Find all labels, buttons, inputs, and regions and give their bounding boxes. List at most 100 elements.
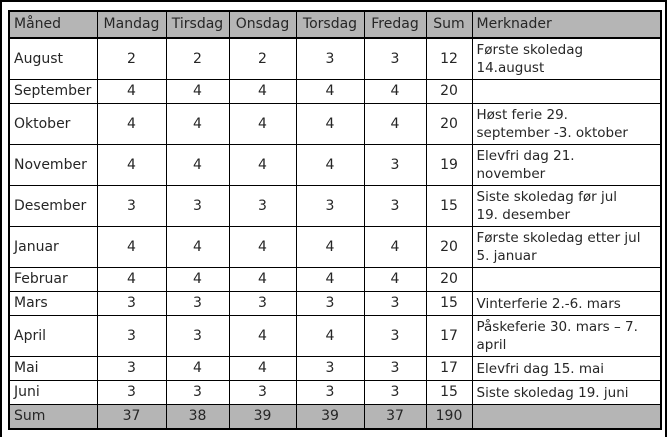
col-header-tirsdag: Tirsdag <box>165 10 230 39</box>
month-row: Juni 3 3 3 3 3 15 Siste skoledag 19. jun… <box>8 380 662 405</box>
fredag-cell: 3 <box>363 291 427 316</box>
month-row: Mars 3 3 3 3 3 15 Vinterferie 2.-6. mars <box>8 291 662 316</box>
mandag-cell: 3 <box>96 315 167 357</box>
tirsdag-cell: 3 <box>165 185 230 227</box>
onsdag-cell: 4 <box>228 144 297 186</box>
onsdag-cell: 4 <box>228 356 297 381</box>
mandag-cell: 3 <box>96 291 167 316</box>
tirsdag-cell: 4 <box>165 356 230 381</box>
month-cell: November <box>8 144 98 186</box>
merknad-cell: Første skoledag etter jul 5. januar <box>471 226 662 268</box>
fredag-cell: 4 <box>363 79 427 104</box>
torsdag-cell: 4 <box>295 267 365 292</box>
sum-row-tirsdag-cell: 38 <box>165 404 230 430</box>
month-row: Mai 3 4 4 3 3 17 Elevfri dag 15. mai <box>8 356 662 381</box>
onsdag-cell: 3 <box>228 380 297 405</box>
merknad-cell: Elevfri dag 15. mai <box>471 356 662 381</box>
month-cell: September <box>8 79 98 104</box>
mandag-cell: 3 <box>96 356 167 381</box>
sum-row: Sum 37 38 39 39 37 190 <box>8 404 662 430</box>
mandag-cell: 3 <box>96 380 167 405</box>
tirsdag-cell: 4 <box>165 79 230 104</box>
month-row: April 3 3 4 4 3 17 Påskeferie 30. mars –… <box>8 315 662 357</box>
col-header-maned: Måned <box>8 10 98 39</box>
month-row: Januar 4 4 4 4 4 20 Første skoledag ette… <box>8 226 662 268</box>
sum-cell: 12 <box>425 37 473 80</box>
merknad-cell: Elevfri dag 21. november <box>471 144 662 186</box>
merknad-cell: Siste skoledag 19. juni <box>471 380 662 405</box>
tirsdag-cell: 4 <box>165 103 230 145</box>
merknad-cell: Påskeferie 30. mars – 7. april <box>471 315 662 357</box>
tirsdag-cell: 3 <box>165 315 230 357</box>
torsdag-cell: 3 <box>295 356 365 381</box>
onsdag-cell: 2 <box>228 37 297 80</box>
sum-cell: 20 <box>425 103 473 145</box>
merknad-cell: Høst ferie 29. september -3. oktober <box>471 103 662 145</box>
col-header-mandag: Mandag <box>96 10 167 39</box>
month-cell: Mai <box>8 356 98 381</box>
month-row: August 2 2 2 3 3 12 Første skoledag 14.a… <box>8 37 662 80</box>
fredag-cell: 3 <box>363 185 427 227</box>
merknad-cell: Siste skoledag før jul 19. desember <box>471 185 662 227</box>
sum-cell: 15 <box>425 291 473 316</box>
month-row: September 4 4 4 4 4 20 <box>8 79 662 104</box>
torsdag-cell: 4 <box>295 103 365 145</box>
onsdag-cell: 4 <box>228 103 297 145</box>
torsdag-cell: 4 <box>295 315 365 357</box>
sum-row-onsdag-cell: 39 <box>228 404 297 430</box>
mandag-cell: 4 <box>96 267 167 292</box>
sum-row-mandag-cell: 37 <box>96 404 167 430</box>
torsdag-cell: 3 <box>295 291 365 316</box>
sum-cell: 20 <box>425 267 473 292</box>
mandag-cell: 4 <box>96 144 167 186</box>
tirsdag-cell: 4 <box>165 144 230 186</box>
col-header-fredag: Fredag <box>363 10 427 39</box>
month-cell: August <box>8 37 98 80</box>
tirsdag-cell: 4 <box>165 226 230 268</box>
month-row: Desember 3 3 3 3 3 15 Siste skoledag før… <box>8 185 662 227</box>
sum-cell: 15 <box>425 185 473 227</box>
col-header-onsdag: Onsdag <box>228 10 297 39</box>
onsdag-cell: 4 <box>228 315 297 357</box>
torsdag-cell: 3 <box>295 37 365 80</box>
onsdag-cell: 4 <box>228 226 297 268</box>
sum-cell: 20 <box>425 79 473 104</box>
header-row: Måned Mandag Tirsdag Onsdag Torsdag Fred… <box>8 10 662 39</box>
sum-cell: 19 <box>425 144 473 186</box>
mandag-cell: 4 <box>96 79 167 104</box>
month-row: Februar 4 4 4 4 4 20 <box>8 267 662 292</box>
fredag-cell: 3 <box>363 356 427 381</box>
merknad-cell <box>471 79 662 104</box>
onsdag-cell: 4 <box>228 79 297 104</box>
sum-row-torsdag-cell: 39 <box>295 404 365 430</box>
month-cell: Mars <box>8 291 98 316</box>
fredag-cell: 3 <box>363 315 427 357</box>
mandag-cell: 4 <box>96 103 167 145</box>
torsdag-cell: 4 <box>295 226 365 268</box>
month-cell: April <box>8 315 98 357</box>
sum-row-fredag-cell: 37 <box>363 404 427 430</box>
sum-row-total-cell: 190 <box>425 404 473 430</box>
torsdag-cell: 4 <box>295 144 365 186</box>
sum-row-merknad-cell <box>471 404 662 430</box>
col-header-merknader: Merknader <box>471 10 662 39</box>
fredag-cell: 3 <box>363 37 427 80</box>
fredag-cell: 4 <box>363 103 427 145</box>
onsdag-cell: 3 <box>228 291 297 316</box>
col-header-sum: Sum <box>425 10 473 39</box>
tirsdag-cell: 3 <box>165 291 230 316</box>
tirsdag-cell: 3 <box>165 380 230 405</box>
month-cell: Januar <box>8 226 98 268</box>
torsdag-cell: 3 <box>295 380 365 405</box>
merknad-cell: Første skoledag 14.august <box>471 37 662 80</box>
sum-row-label: Sum <box>8 404 98 430</box>
tirsdag-cell: 4 <box>165 267 230 292</box>
col-header-torsdag: Torsdag <box>295 10 365 39</box>
torsdag-cell: 3 <box>295 185 365 227</box>
sum-cell: 17 <box>425 315 473 357</box>
torsdag-cell: 4 <box>295 79 365 104</box>
month-cell: Desember <box>8 185 98 227</box>
sum-cell: 20 <box>425 226 473 268</box>
mandag-cell: 2 <box>96 37 167 80</box>
